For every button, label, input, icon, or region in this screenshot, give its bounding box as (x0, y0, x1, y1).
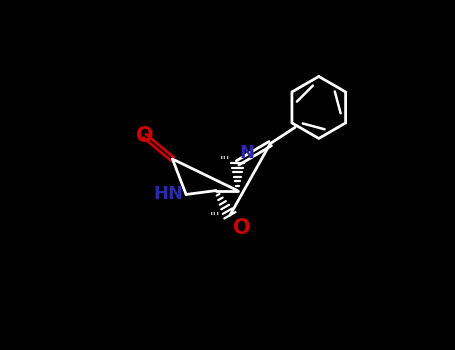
Text: O: O (136, 126, 153, 146)
Text: HN: HN (153, 186, 183, 203)
Text: ''': ''' (220, 155, 230, 168)
Text: ''': ''' (210, 211, 221, 224)
Text: N: N (239, 144, 254, 162)
Text: O: O (233, 218, 250, 238)
